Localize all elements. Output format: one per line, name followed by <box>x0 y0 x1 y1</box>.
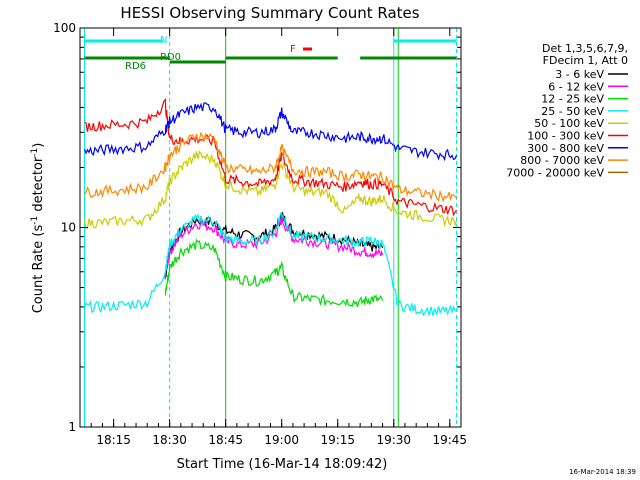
legend-label-6: 300 - 800 keV <box>527 142 604 155</box>
ylabel-sup2: -1 <box>30 148 40 157</box>
series-line-2 <box>164 238 384 307</box>
status-label-f: F <box>290 44 296 55</box>
data-series <box>83 97 458 317</box>
x-axis: 18:15 18:30 18:45 19:00 19:15 19:30 19:45 <box>79 28 467 447</box>
legend-label-1: 6 - 12 keV <box>548 80 604 93</box>
status-label-rd0: RD0 <box>160 52 181 63</box>
y-axis: 1 10 100 <box>53 21 461 434</box>
x-tick-label-6: 19:45 <box>432 433 467 447</box>
legend-label-7: 800 - 7000 keV <box>520 154 604 167</box>
x-tick-label-3: 19:00 <box>264 433 299 447</box>
legend-label-0: 3 - 6 keV <box>555 68 604 81</box>
legend: Det 1,3,5,6,7,9, FDecim 1, Att 0 3 - 6 k… <box>506 42 628 179</box>
series-line-3 <box>83 212 457 317</box>
status-bars: N RD6 RD0 F <box>84 35 457 72</box>
series-line-0 <box>164 211 384 278</box>
y-tick-label-2: 100 <box>53 21 76 35</box>
series-line-6 <box>83 102 458 162</box>
x-tick-label-4: 19:15 <box>320 433 355 447</box>
plot-frame <box>79 27 462 428</box>
y-axis-label: Count Rate (s-1 detector-1) <box>30 143 46 314</box>
legend-label-4: 50 - 100 keV <box>534 117 604 130</box>
legend-header-2: FDecim 1, Att 0 <box>543 54 628 67</box>
legend-label-2: 12 - 25 keV <box>541 93 604 106</box>
series-line-7 <box>83 131 457 203</box>
legend-label-3: 25 - 50 keV <box>541 105 604 118</box>
legend-header-1: Det 1,3,5,6,7,9, <box>542 42 628 55</box>
legend-label-8: 7000 - 20000 keV <box>506 166 604 179</box>
ylabel-main: Count Rate (s <box>31 225 46 314</box>
x-tick-label-5: 19:30 <box>376 433 411 447</box>
status-label-rd6: RD6 <box>125 61 146 72</box>
x-tick-label-0: 18:15 <box>96 433 131 447</box>
ylabel-tail: detector <box>31 156 46 216</box>
ylabel-sup1: -1 <box>30 216 40 225</box>
y-tick-label-0: 1 <box>68 420 76 434</box>
series-line-5 <box>84 97 457 217</box>
x-axis-label: Start Time (16-Mar-14 18:09:42) <box>177 457 388 472</box>
series-line-4 <box>83 150 458 229</box>
chart-title: HESSI Observing Summary Count Rates <box>120 4 419 22</box>
y-tick-label-1: 10 <box>61 221 76 235</box>
x-tick-label-1: 18:30 <box>152 433 187 447</box>
footer-timestamp: 16-Mar-2014 18:39 <box>569 468 636 476</box>
event-markers <box>83 28 458 427</box>
x-tick-label-2: 18:45 <box>208 433 243 447</box>
status-label-n: N <box>160 35 167 46</box>
ylabel-close: ) <box>31 143 46 148</box>
legend-label-5: 100 - 300 keV <box>527 130 604 143</box>
